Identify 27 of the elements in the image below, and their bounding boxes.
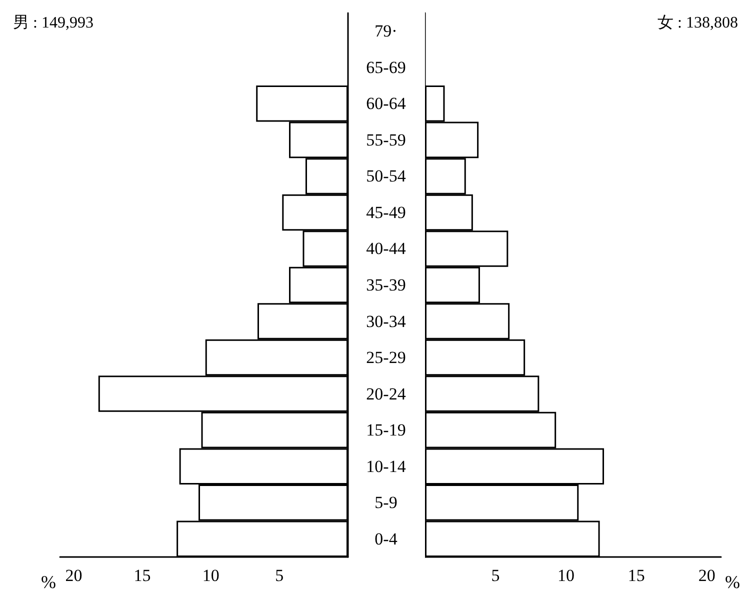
x-axis-title: % [725,572,740,592]
x-tick-label: 20 [65,566,82,585]
x-tick-label: 15 [628,566,645,585]
y-tick-label: 50-54 [366,166,406,186]
x-tick-label: 15 [134,566,151,585]
x-tick-label: 10 [202,566,220,585]
y-tick-label: 25-29 [366,348,406,368]
y-tick-label: 30-34 [366,312,406,331]
y-tick-label: 40-44 [366,239,406,258]
chart-title: 男 : 149,993 [13,14,94,32]
x-tick-label: 10 [557,566,574,585]
y-tick-label: 0-4 [374,529,398,548]
y-tick-label: 79· [374,22,398,41]
x-tick-label: 20 [698,566,716,585]
y-tick-label: 15-19 [366,420,406,440]
y-tick-label: 60-64 [366,94,406,114]
y-tick-label: 65-69 [366,58,406,77]
y-tick-label: 55-59 [366,130,406,150]
x-axis-title: % [41,572,56,592]
y-tick-label: 35-39 [366,276,406,294]
y-tick-label: 45-49 [366,202,406,222]
chart-title: 女 : 138,808 [658,14,738,32]
x-tick-label: 5 [491,566,500,585]
x-tick-label: 5 [275,566,284,585]
y-tick-label: 5-9 [374,493,398,512]
y-tick-label: 10-14 [366,456,406,476]
y-tick-label: 20-24 [366,384,406,404]
